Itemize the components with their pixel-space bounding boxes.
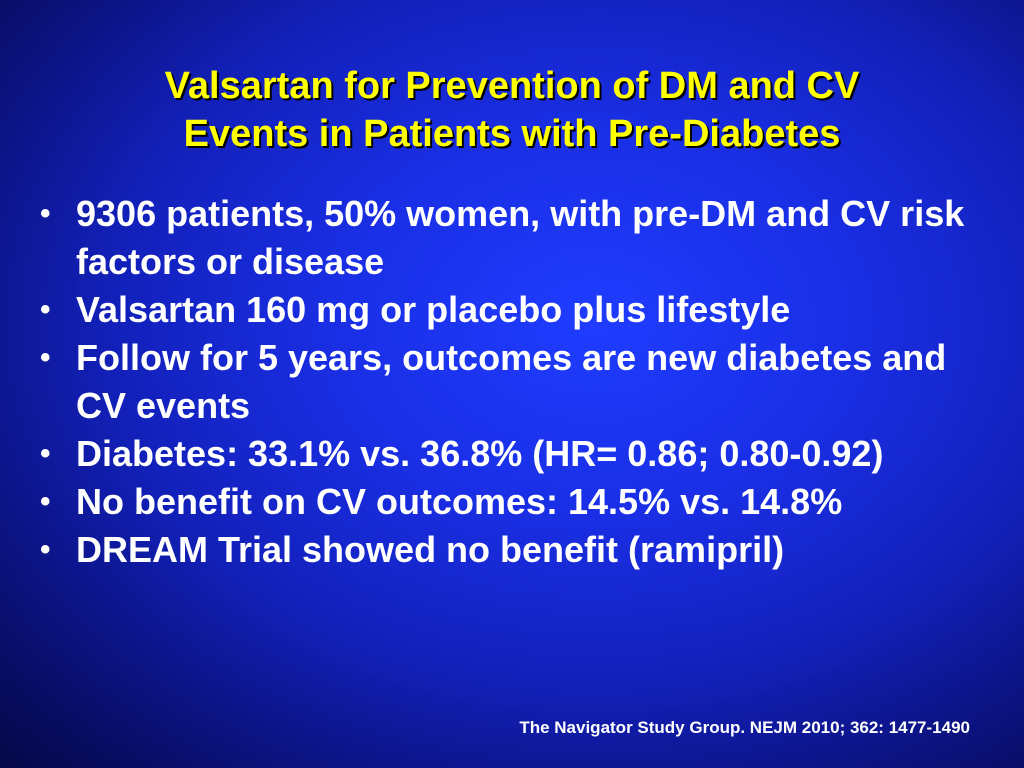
bullet-dot-icon: • — [40, 485, 51, 518]
bullet-list: • 9306 patients, 50% women, with pre-DM … — [40, 190, 1000, 574]
bullet-dot-icon: • — [40, 437, 51, 470]
bullet-item-patients: • 9306 patients, 50% women, with pre-DM … — [40, 190, 1000, 286]
bullet-text: Follow for 5 years, outcomes are new dia… — [76, 337, 947, 426]
bullet-text: No benefit on CV outcomes: 14.5% vs. 14.… — [76, 481, 843, 522]
bullet-dot-icon: • — [40, 533, 51, 566]
bullet-text: 9306 patients, 50% women, with pre-DM an… — [76, 193, 965, 282]
bullet-item-follow-up: • Follow for 5 years, outcomes are new d… — [40, 334, 1000, 430]
bullet-item-cv-outcomes: • No benefit on CV outcomes: 14.5% vs. 1… — [40, 478, 1000, 526]
bullet-text: DREAM Trial showed no benefit (ramipril) — [76, 529, 785, 570]
bullet-dot-icon: • — [40, 293, 51, 326]
slide-title-line-1: Valsartan for Prevention of DM and CV — [164, 65, 860, 107]
bullet-text: Diabetes: 33.1% vs. 36.8% (HR= 0.86; 0.8… — [76, 433, 884, 474]
slide-title: Valsartan for Prevention of DM and CV Ev… — [40, 62, 984, 158]
bullet-text: Valsartan 160 mg or placebo plus lifesty… — [76, 289, 791, 330]
slide-title-line-2: Events in Patients with Pre-Diabetes — [183, 113, 841, 155]
bullet-item-dream-trial: • DREAM Trial showed no benefit (ramipri… — [40, 526, 1000, 574]
bullet-dot-icon: • — [40, 197, 51, 230]
citation: The Navigator Study Group. NEJM 2010; 36… — [519, 718, 970, 737]
bullet-dot-icon: • — [40, 341, 51, 374]
bullet-item-diabetes-result: • Diabetes: 33.1% vs. 36.8% (HR= 0.86; 0… — [40, 430, 1000, 478]
bullet-item-treatment: • Valsartan 160 mg or placebo plus lifes… — [40, 286, 1000, 334]
